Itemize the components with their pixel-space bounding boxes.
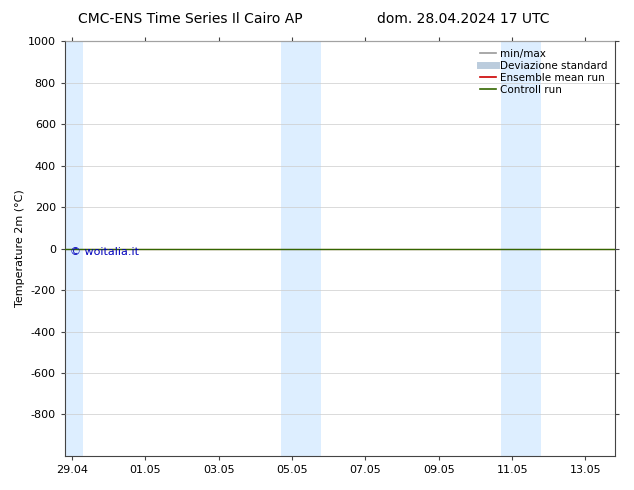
Bar [501, 41, 541, 456]
Text: dom. 28.04.2024 17 UTC: dom. 28.04.2024 17 UTC [377, 12, 549, 26]
Text: CMC-ENS Time Series Il Cairo AP: CMC-ENS Time Series Il Cairo AP [78, 12, 302, 26]
Bar [65, 41, 83, 456]
Y-axis label: Temperature 2m (°C): Temperature 2m (°C) [15, 190, 25, 307]
Legend: min/max, Deviazione standard, Ensemble mean run, Controll run: min/max, Deviazione standard, Ensemble m… [476, 44, 612, 99]
Bar [281, 41, 321, 456]
Text: © woitalia.it: © woitalia.it [70, 246, 139, 257]
